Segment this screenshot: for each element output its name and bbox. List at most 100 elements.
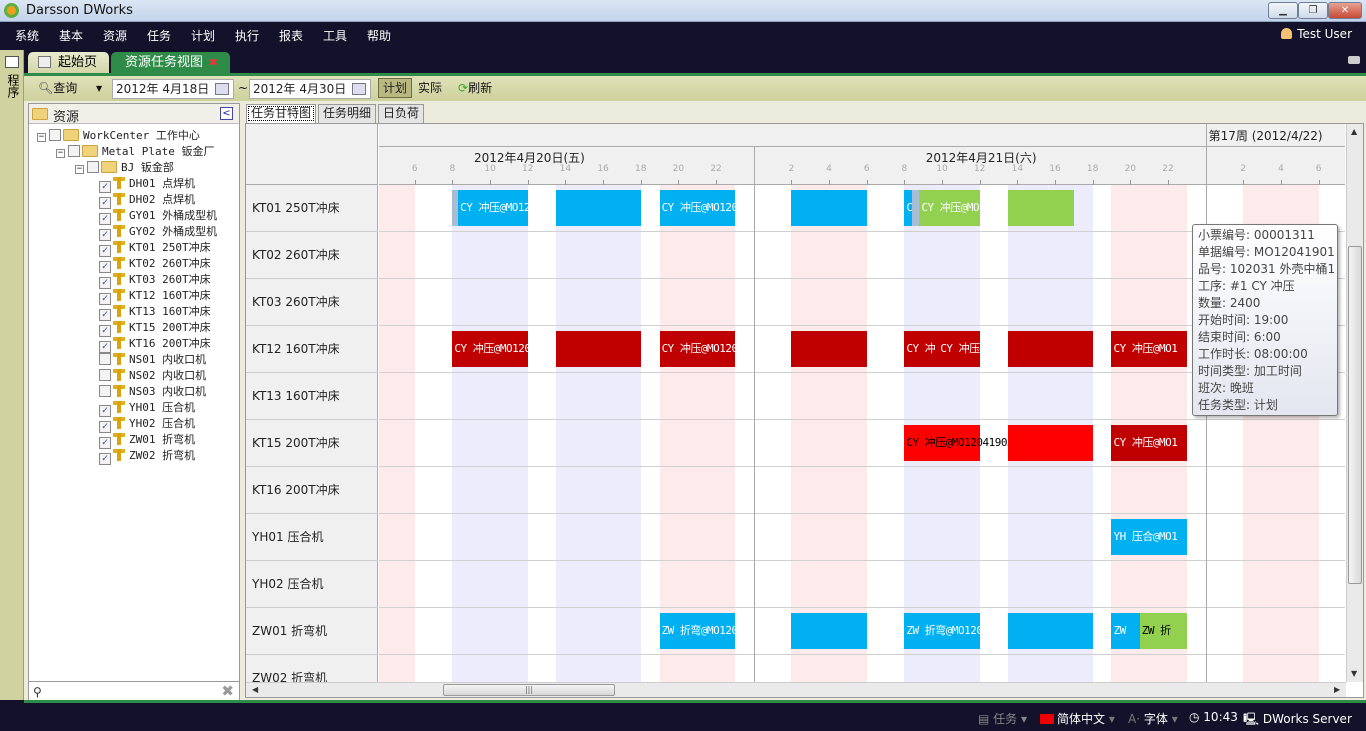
task-bar[interactable]: CY 冲压@MO12041904 [938, 331, 1047, 367]
scroll-right-icon[interactable]: ▶ [1334, 685, 1341, 694]
tree-node[interactable]: ✓ KT02 260T冲床 [99, 256, 211, 273]
collapse-node-icon[interactable]: − [75, 164, 84, 174]
menu-basic[interactable]: 基本 [59, 29, 84, 43]
calendar-icon[interactable] [215, 83, 229, 95]
task-bar[interactable]: ZW 折弯@MO12041901 [904, 613, 1014, 649]
tree-node[interactable]: ✓ KT15 200T冲床 [99, 320, 211, 337]
tree-checkbox[interactable] [99, 369, 111, 381]
menu-execute[interactable]: 执行 [235, 29, 260, 43]
menu-system[interactable]: 系统 [15, 29, 40, 43]
task-bar[interactable]: CY 冲压@MO12041901 [659, 190, 769, 226]
scroll-up-icon[interactable]: ▲ [1351, 127, 1358, 136]
tree-checkbox[interactable] [68, 145, 80, 157]
tree-checkbox[interactable]: ✓ [99, 261, 111, 273]
task-bar[interactable]: CY 冲压@MO12041903 [904, 425, 1014, 461]
font-selector[interactable]: A· 字体 ▾ [1128, 712, 1178, 726]
resource-row-header[interactable]: KT03 260T冲床 [246, 279, 378, 326]
menu-tools[interactable]: 工具 [323, 29, 348, 43]
tree-checkbox[interactable]: ✓ [99, 245, 111, 257]
tree-node[interactable]: ✓ KT16 200T冲床 [99, 336, 211, 353]
horizontal-scroll-thumb[interactable]: ||| [443, 684, 615, 696]
task-bar[interactable]: CY 冲压@MO12041904 [452, 331, 562, 367]
resource-row-header[interactable]: ZW02 折弯机 [246, 655, 378, 697]
tree-checkbox[interactable]: ✓ [99, 293, 111, 305]
tree-node[interactable]: NS02 内收口机 [99, 368, 206, 384]
resource-row-header[interactable]: YH02 压合机 [246, 561, 378, 608]
tree-checkbox[interactable]: ✓ [99, 453, 111, 465]
tree-checkbox[interactable] [49, 129, 61, 141]
task-bar[interactable] [1007, 425, 1093, 461]
tree-node[interactable]: − Metal Plate 钣金厂 [56, 144, 214, 160]
collapse-node-icon[interactable]: − [37, 132, 46, 142]
resource-search[interactable]: ⚲ ✖ [29, 681, 239, 700]
tree-node[interactable]: ✓ GY02 外桶成型机 [99, 224, 217, 241]
refresh-button[interactable]: ⟳刷新 [458, 80, 492, 97]
resource-row-header[interactable]: KT15 200T冲床 [246, 420, 378, 467]
task-bar[interactable] [1007, 613, 1093, 649]
tree-node[interactable]: ✓ ZW01 折弯机 [99, 432, 195, 449]
tasks-status-button[interactable]: ▤ 任务 ▾ [978, 712, 1028, 726]
tree-node[interactable]: − WorkCenter 工作中心 [37, 128, 200, 144]
task-bar[interactable]: C [904, 190, 913, 226]
task-bar[interactable]: CY 冲压@MO1 [1111, 425, 1187, 461]
tab-home[interactable]: 起始页 [28, 52, 109, 74]
user-menu[interactable]: Test User [1281, 27, 1352, 41]
task-bar[interactable] [556, 190, 641, 226]
actual-toggle-button[interactable]: 实际 [418, 81, 443, 95]
task-bar[interactable] [1007, 331, 1093, 367]
tree-checkbox[interactable]: ✓ [99, 213, 111, 225]
tree-checkbox[interactable]: ✓ [99, 405, 111, 417]
close-tab-icon[interactable]: ✖ [208, 56, 218, 69]
menu-task[interactable]: 任务 [147, 29, 172, 43]
tree-node[interactable]: NS01 内收口机 [99, 352, 206, 368]
task-bar[interactable]: CY 冲压@MO12041901 [458, 190, 567, 226]
tree-checkbox[interactable]: ✓ [99, 421, 111, 433]
collapse-panel-button[interactable]: < [220, 107, 233, 120]
scroll-left-icon[interactable]: ◀ [252, 685, 259, 694]
resource-row-header[interactable]: KT02 260T冲床 [246, 232, 378, 279]
tree-checkbox[interactable]: ✓ [99, 325, 111, 337]
clear-search-icon[interactable]: ✖ [221, 682, 234, 700]
task-bar[interactable] [791, 613, 867, 649]
tab-task-detail[interactable]: 任务明细 [318, 104, 377, 123]
calendar-icon[interactable] [352, 83, 366, 95]
tree-checkbox[interactable]: ✓ [99, 309, 111, 321]
tree-checkbox[interactable]: ✓ [99, 437, 111, 449]
tree-node[interactable]: ✓ KT01 250T冲床 [99, 240, 211, 257]
task-bar[interactable]: CY 冲 [904, 331, 939, 367]
program-panel-toggle[interactable]: 程序 [6, 74, 20, 98]
query-dropdown-icon[interactable]: ▼ [96, 84, 103, 93]
horizontal-scrollbar[interactable]: ◀ ||| ▶ [246, 682, 1346, 697]
task-bar[interactable]: ZW 折 [1139, 613, 1187, 649]
tree-checkbox[interactable] [87, 161, 99, 173]
close-button[interactable]: ✕ [1328, 2, 1362, 19]
menu-report[interactable]: 报表 [279, 29, 304, 43]
tab-resource-task-view[interactable]: 资源任务视图 ✖ [111, 52, 230, 74]
tree-node[interactable]: ✓ DH01 点焊机 [99, 176, 195, 193]
task-bar[interactable]: ZW 折弯@MO12041901 [659, 613, 769, 649]
tree-checkbox[interactable] [99, 385, 111, 397]
task-bar[interactable] [452, 190, 459, 226]
tree-checkbox[interactable]: ✓ [99, 181, 111, 193]
menu-plan[interactable]: 计划 [191, 29, 216, 43]
vertical-scroll-thumb[interactable] [1348, 246, 1362, 584]
resource-row-header[interactable]: KT01 250T冲床 [246, 185, 378, 232]
resource-row-header[interactable]: YH01 压合机 [246, 514, 378, 561]
date-from-picker[interactable]: 2012年 4月18日 [112, 79, 234, 99]
date-to-picker[interactable]: 2012年 4月30日 [249, 79, 371, 99]
task-bar[interactable] [556, 331, 641, 367]
tree-node[interactable]: ✓ GY01 外桶成型机 [99, 208, 217, 225]
collapse-node-icon[interactable]: − [56, 148, 65, 158]
resource-row-header[interactable]: KT13 160T冲床 [246, 373, 378, 420]
tab-daily-load[interactable]: 日负荷 [378, 104, 425, 123]
tree-node[interactable]: ✓ KT03 260T冲床 [99, 272, 211, 289]
tree-checkbox[interactable] [99, 353, 111, 365]
plan-toggle-button[interactable]: 计划 [378, 78, 412, 98]
tree-node[interactable]: ✓ ZW02 折弯机 [99, 448, 195, 465]
tree-checkbox[interactable]: ✓ [99, 229, 111, 241]
resource-row-header[interactable]: ZW01 折弯机 [246, 608, 378, 655]
task-bar[interactable] [911, 190, 920, 226]
language-selector[interactable]: 简体中文 ▾ [1040, 710, 1115, 727]
query-button[interactable]: 🔍︎查询 [38, 80, 77, 97]
tree-node[interactable]: ✓ DH02 点焊机 [99, 192, 195, 209]
